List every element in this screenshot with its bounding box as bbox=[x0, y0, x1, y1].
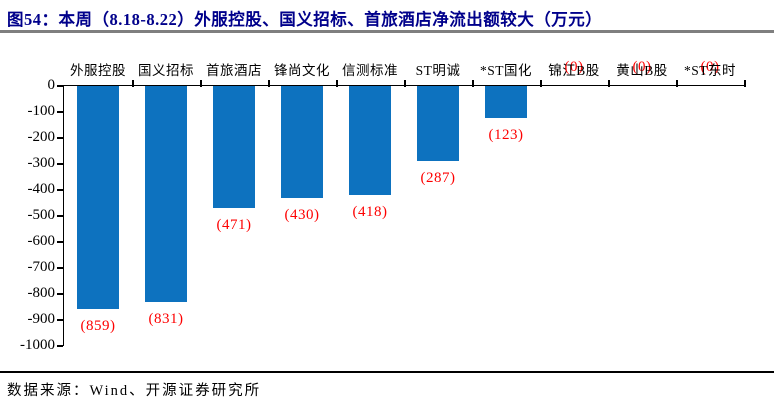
y-tick-label: -800 bbox=[27, 285, 56, 301]
bar bbox=[213, 86, 255, 208]
value-label: (831) bbox=[148, 311, 184, 327]
category-label: *ST国化 bbox=[479, 63, 533, 78]
y-axis-tick bbox=[57, 111, 63, 113]
y-axis-tick bbox=[57, 345, 63, 347]
value-label: (471) bbox=[216, 217, 252, 233]
x-axis-tick bbox=[200, 80, 202, 87]
x-axis-tick bbox=[608, 80, 610, 87]
value-label: (0) bbox=[564, 59, 584, 75]
y-axis-tick bbox=[57, 189, 63, 191]
bar bbox=[281, 86, 323, 198]
y-axis-tick bbox=[57, 293, 63, 295]
category-label: 国义招标 bbox=[138, 63, 194, 78]
y-tick-label: -600 bbox=[27, 233, 56, 249]
y-axis-tick bbox=[57, 215, 63, 217]
x-axis-tick bbox=[404, 80, 406, 87]
x-axis-tick bbox=[268, 80, 270, 87]
source-note: 数据来源：Wind、开源证券研究所 bbox=[7, 383, 262, 399]
x-axis-tick bbox=[676, 80, 678, 87]
y-axis-labels: 0 -100 -200 -300 -400 -500 -600 -700 -800 -900 -10… bbox=[0, 77, 56, 353]
value-label: (418) bbox=[352, 204, 388, 220]
value-label: (0) bbox=[700, 59, 720, 75]
y-tick-label: -400 bbox=[27, 181, 56, 197]
value-label: (0) bbox=[632, 59, 652, 75]
y-tick-label: -900 bbox=[27, 311, 56, 327]
x-axis-tick bbox=[132, 80, 134, 87]
x-axis-tick bbox=[472, 80, 474, 87]
category-label: *ST东时 bbox=[683, 63, 737, 78]
y-tick-label: -500 bbox=[27, 207, 56, 223]
y-tick-label: -200 bbox=[27, 129, 56, 145]
y-tick-label: -1000 bbox=[20, 337, 55, 353]
title-divider bbox=[0, 30, 774, 33]
x-axis-tick bbox=[744, 80, 746, 87]
category-label: ST明诚 bbox=[415, 63, 461, 78]
y-axis-tick bbox=[57, 241, 63, 243]
y-tick-label: -100 bbox=[27, 103, 56, 119]
y-tick-label: -700 bbox=[27, 259, 56, 275]
y-tick-label: -300 bbox=[27, 155, 56, 171]
y-axis-tick bbox=[57, 85, 63, 87]
bar-chart: 0 -100 -200 -300 -400 -500 -600 -700 -800 -900 -10… bbox=[0, 59, 746, 353]
bar bbox=[349, 86, 391, 195]
category-label: 信测标准 bbox=[342, 63, 398, 78]
plot-area: 外服控股 (859) 国义招标 (831) 首旅酒店 (471) 锋尚文化 (430) 信测标准… bbox=[57, 59, 746, 347]
x-axis-tick bbox=[540, 80, 542, 87]
bar bbox=[145, 86, 187, 302]
category-label: 首旅酒店 bbox=[206, 63, 262, 78]
bar bbox=[485, 86, 527, 118]
y-tick-label: 0 bbox=[47, 77, 56, 93]
y-axis-tick bbox=[57, 137, 63, 139]
bar bbox=[417, 86, 459, 161]
category-label: 外服控股 bbox=[70, 63, 126, 78]
category-label: 锋尚文化 bbox=[274, 63, 330, 78]
value-label: (123) bbox=[488, 127, 524, 143]
value-label: (430) bbox=[284, 207, 320, 223]
y-axis-tick bbox=[57, 267, 63, 269]
y-axis-tick bbox=[57, 319, 63, 321]
figure-title: 图54：本周（8.18-8.22）外服控股、国义招标、首旅酒店净流出额较大（万元… bbox=[7, 10, 603, 29]
value-label: (859) bbox=[80, 318, 116, 334]
footer-divider bbox=[0, 371, 774, 373]
value-label: (287) bbox=[420, 170, 456, 186]
category-label: 锦江B股 bbox=[548, 63, 600, 78]
x-axis-tick bbox=[336, 80, 338, 87]
y-axis-tick bbox=[57, 163, 63, 165]
bar bbox=[77, 86, 119, 309]
category-label: 黄山B股 bbox=[616, 63, 668, 78]
